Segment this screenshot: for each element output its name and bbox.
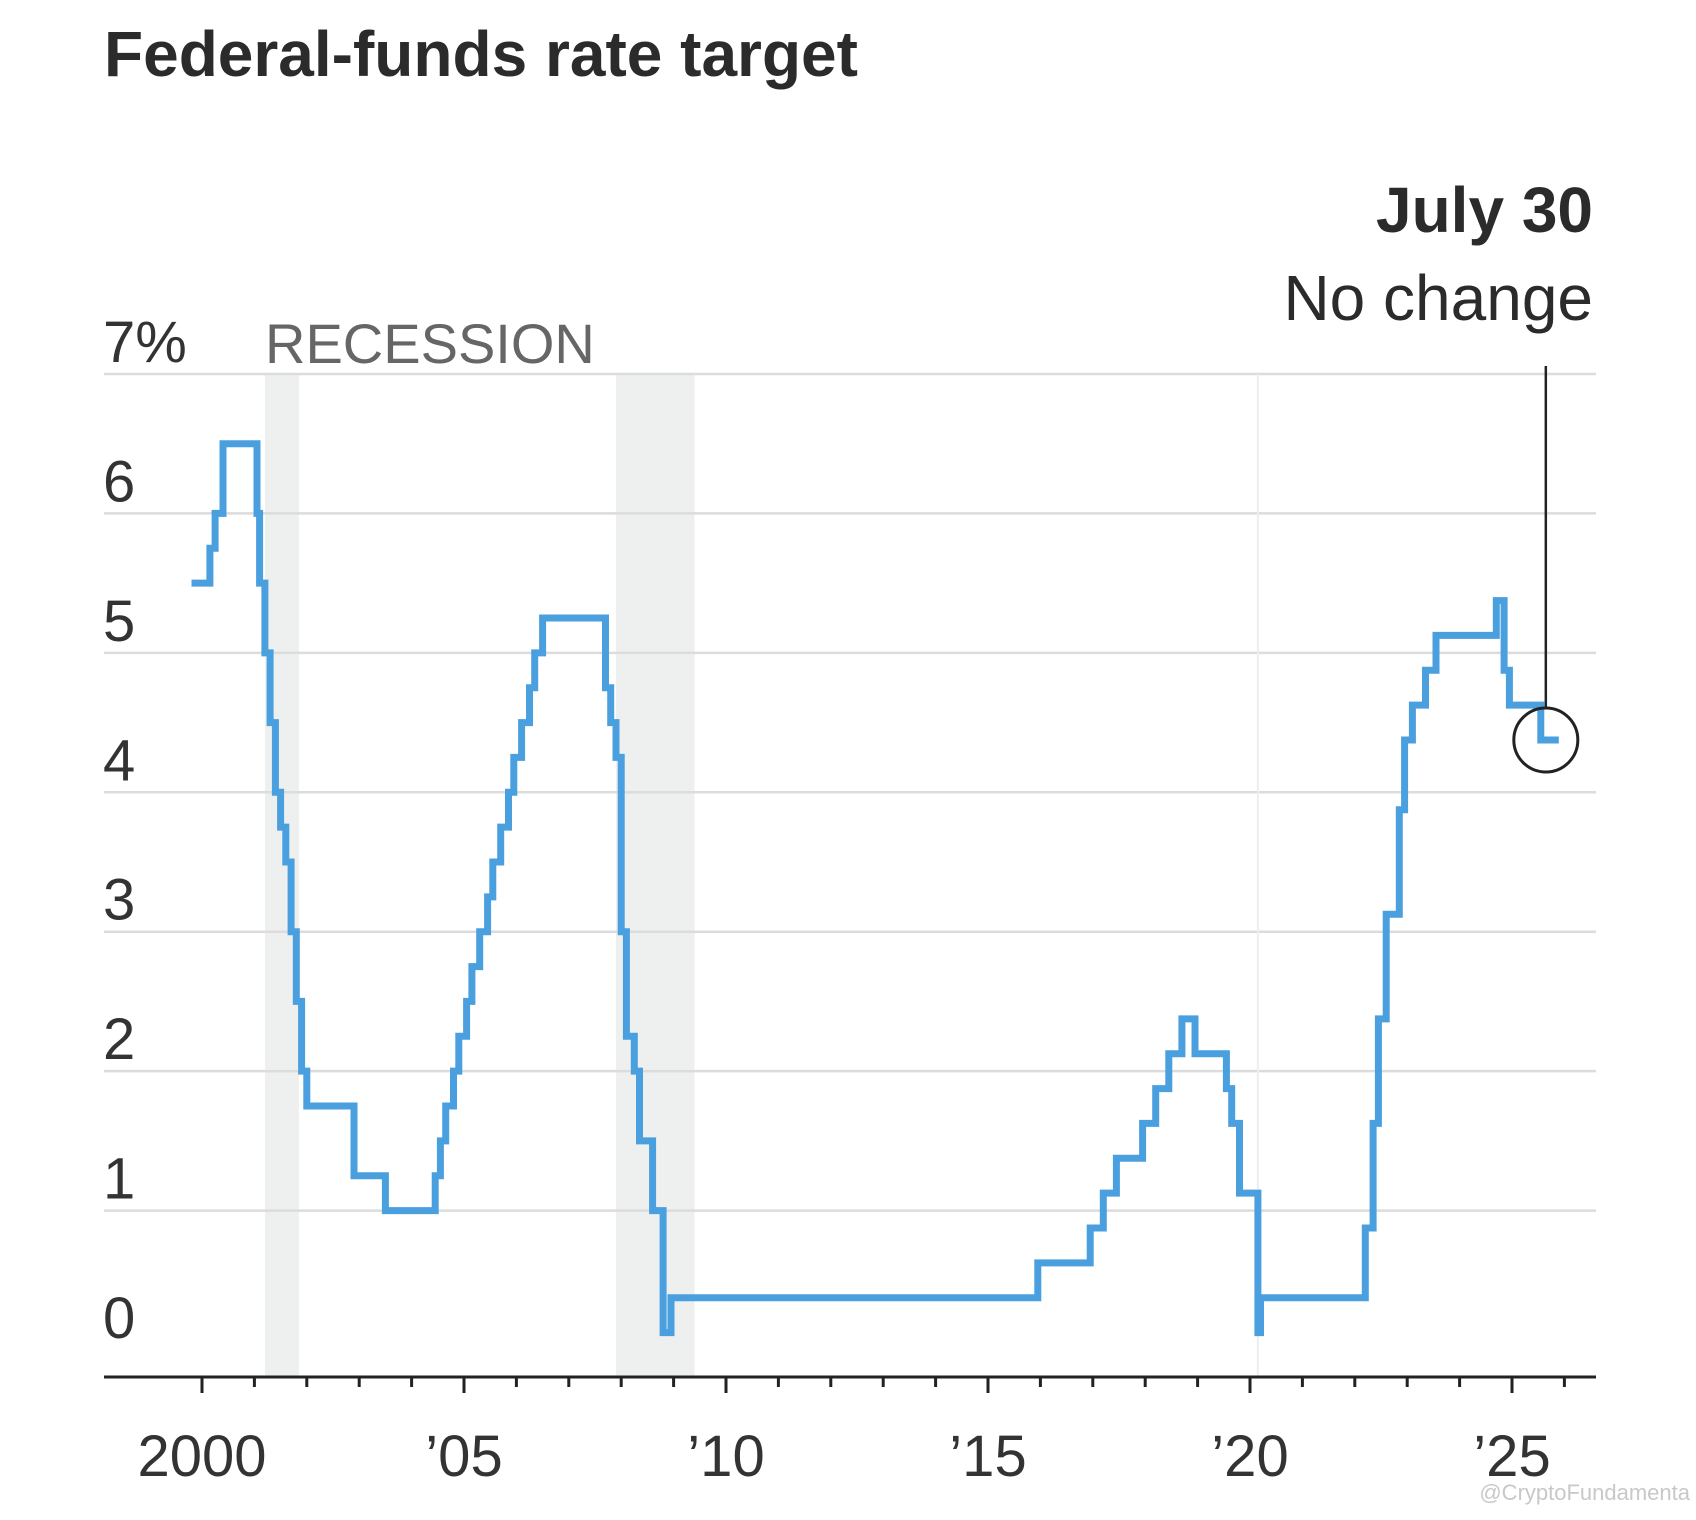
recession-band-2 xyxy=(615,374,695,1377)
recession-label: RECESSION xyxy=(265,312,595,375)
annotation-circle xyxy=(1512,706,1580,774)
y-tick-label-6: 6 xyxy=(103,449,135,514)
y-tick-label-5: 5 xyxy=(103,589,135,654)
x-axis-tick-labels: 2000 ’05 ’10 ’15 ’20 ’25 xyxy=(137,1424,1550,1489)
annotation-text: No change xyxy=(1283,262,1593,334)
y-tick-label-0: 0 xyxy=(103,1286,135,1351)
watermark: @CryptoFundamenta xyxy=(1479,1480,1690,1505)
x-tick-label-2020: ’20 xyxy=(1211,1424,1288,1489)
y-tick-label-4: 4 xyxy=(103,728,135,793)
x-tick-label-2015: ’15 xyxy=(949,1424,1026,1489)
y-tick-label-2: 2 xyxy=(103,1007,135,1072)
y-tick-label-1: 1 xyxy=(103,1147,135,1212)
gridlines xyxy=(104,372,1596,1377)
y-axis-tick-labels: 7% 6 5 4 3 2 1 0 xyxy=(103,310,187,1351)
x-axis-minor-ticks xyxy=(200,1377,1566,1393)
annotation-date: July 30 xyxy=(1376,174,1593,246)
x-tick-label-2005: ’05 xyxy=(425,1424,502,1489)
x-tick-label-2000: 2000 xyxy=(137,1424,266,1489)
x-tick-label-2010: ’10 xyxy=(687,1424,764,1489)
chart-title: Federal-funds rate target xyxy=(104,18,858,90)
x-tick-label-2025: ’25 xyxy=(1473,1424,1550,1489)
series-line-fed-funds-rate xyxy=(191,440,1559,1337)
y-tick-label-3: 3 xyxy=(103,868,135,933)
y-tick-label-7: 7% xyxy=(103,310,187,375)
recession-bands xyxy=(264,374,695,1377)
